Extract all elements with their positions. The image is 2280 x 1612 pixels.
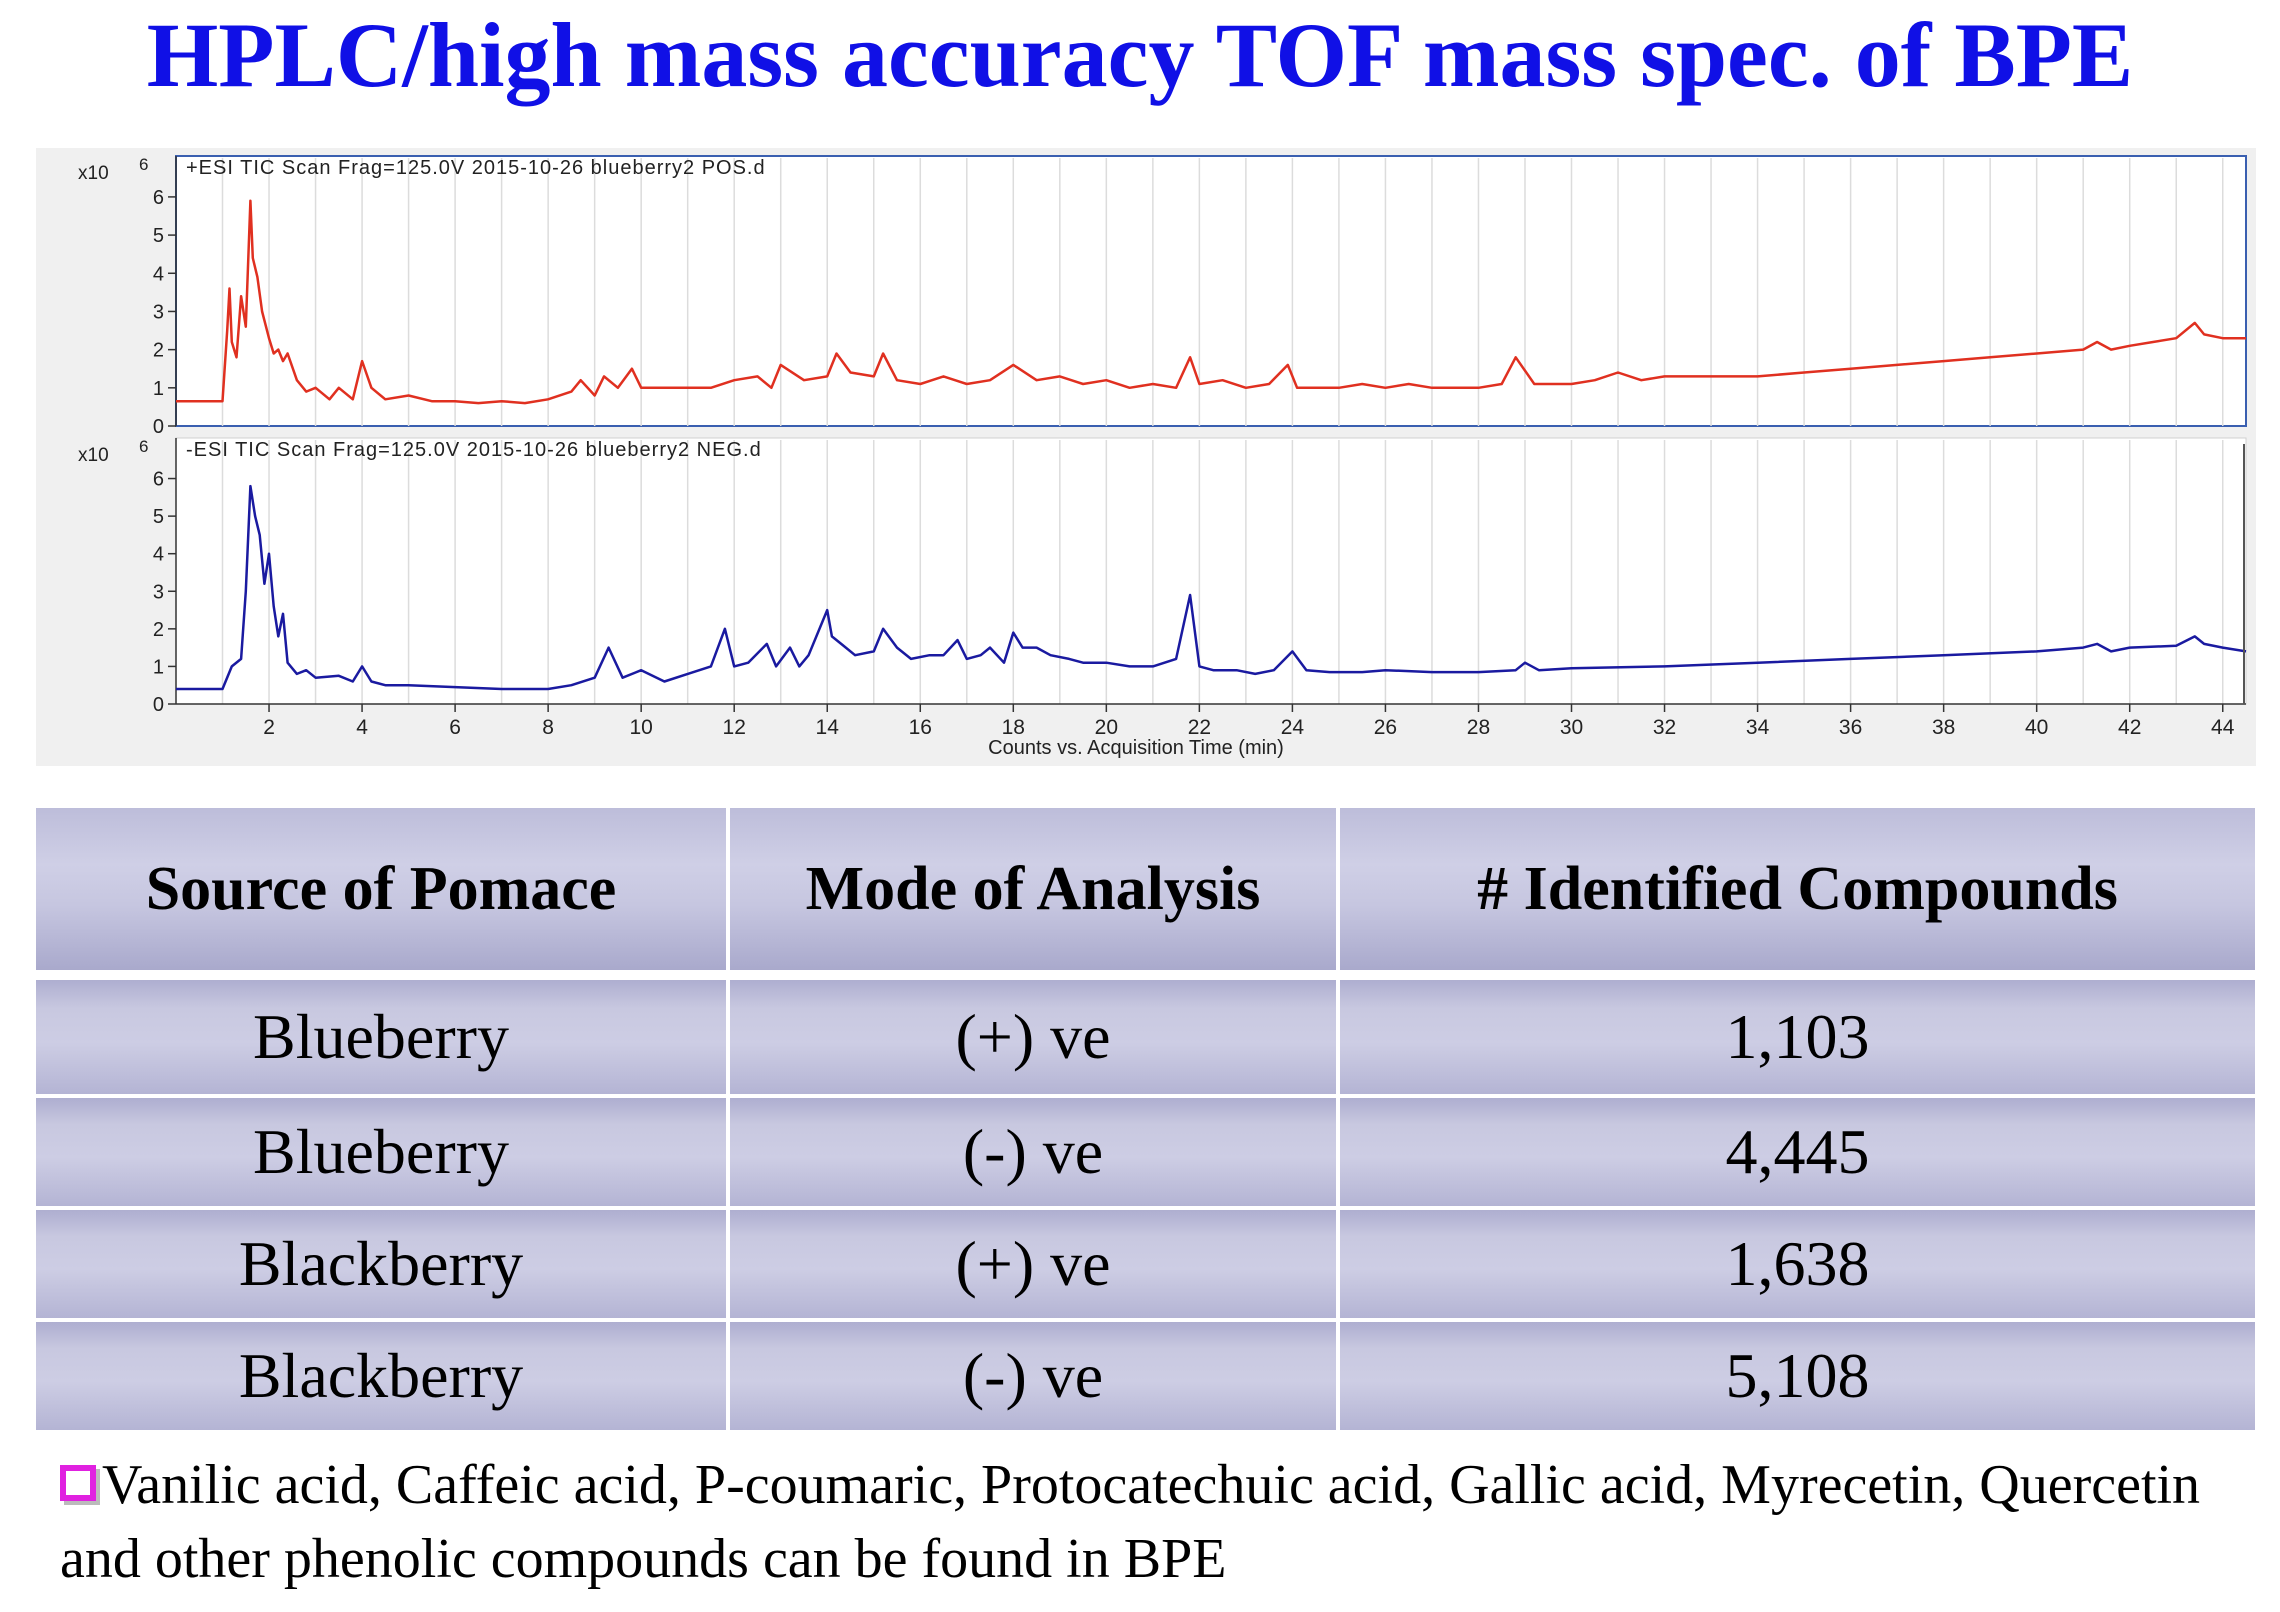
x-tick-label: 16 bbox=[909, 716, 932, 739]
x-tick-label: 42 bbox=[2118, 716, 2141, 739]
cell-source: Blackberry bbox=[36, 1206, 730, 1318]
cell-count: 4,445 bbox=[1340, 1094, 2255, 1206]
y-tick-label: 5 bbox=[153, 506, 164, 528]
x-tick-label: 2 bbox=[263, 716, 275, 739]
cell-count: 1,103 bbox=[1340, 970, 2255, 1094]
x-tick-label: 14 bbox=[816, 716, 840, 739]
y-scale-label: x10 bbox=[78, 163, 109, 184]
x-tick-label: 34 bbox=[1746, 716, 1770, 739]
trace-line bbox=[176, 199, 2246, 405]
header-mode: Mode of Analysis bbox=[730, 808, 1340, 970]
y-tick-label: 3 bbox=[153, 301, 164, 323]
cell-mode: (+) ve bbox=[730, 1206, 1340, 1318]
cell-count: 1,638 bbox=[1340, 1206, 2255, 1318]
plot-area bbox=[175, 437, 2247, 705]
trace-title: +ESI TIC Scan Frag=125.0V 2015-10-26 blu… bbox=[186, 157, 766, 179]
trace-line bbox=[176, 484, 2247, 691]
x-tick-label: 18 bbox=[1002, 716, 1025, 739]
y-tick-label: 5 bbox=[153, 225, 164, 247]
x-tick-label: 44 bbox=[2211, 716, 2235, 739]
cell-mode: (+) ve bbox=[730, 970, 1340, 1094]
compounds-table: Source of Pomace Mode of Analysis # Iden… bbox=[36, 808, 2255, 1430]
trace-title: -ESI TIC Scan Frag=125.0V 2015-10-26 blu… bbox=[186, 439, 762, 461]
x-tick-label: 40 bbox=[2025, 716, 2048, 739]
x-tick-label: 24 bbox=[1281, 716, 1305, 739]
table-row: Blueberry (-) ve 4,445 bbox=[36, 1094, 2255, 1206]
y-tick-label: 4 bbox=[153, 544, 164, 566]
header-count: # Identified Compounds bbox=[1340, 808, 2255, 970]
x-tick-label: 12 bbox=[723, 716, 746, 739]
page-title: HPLC/high mass accuracy TOF mass spec. o… bbox=[146, 4, 2134, 106]
table-header-row: Source of Pomace Mode of Analysis # Iden… bbox=[36, 808, 2255, 970]
note-text: Vanilic acid, Caffeic acid, P-coumaric, … bbox=[60, 1454, 2201, 1590]
y-scale-exponent: 6 bbox=[139, 437, 148, 456]
x-tick-label: 8 bbox=[542, 716, 554, 739]
x-tick-label: 32 bbox=[1653, 716, 1676, 739]
table-row: Blackberry (-) ve 5,108 bbox=[36, 1318, 2255, 1430]
x-tick-label: 4 bbox=[356, 716, 368, 739]
y-tick-label: 4 bbox=[153, 263, 164, 285]
y-tick-label: 0 bbox=[153, 416, 164, 438]
x-tick-label: 28 bbox=[1467, 716, 1490, 739]
x-tick-label: 26 bbox=[1374, 716, 1397, 739]
y-scale-label: x10 bbox=[78, 445, 109, 466]
plot-area bbox=[175, 155, 2247, 427]
cell-mode: (-) ve bbox=[730, 1318, 1340, 1430]
y-tick-label: 3 bbox=[153, 581, 164, 603]
checkbox-bullet-icon bbox=[60, 1465, 96, 1501]
findings-note: Vanilic acid, Caffeic acid, P-coumaric, … bbox=[60, 1448, 2260, 1596]
y-tick-label: 0 bbox=[153, 694, 164, 716]
y-tick-label: 1 bbox=[153, 656, 164, 678]
table-row: Blackberry (+) ve 1,638 bbox=[36, 1206, 2255, 1318]
cell-source: Blueberry bbox=[36, 1094, 730, 1206]
header-source: Source of Pomace bbox=[36, 808, 730, 970]
x-axis-label: Counts vs. Acquisition Time (min) bbox=[988, 737, 1284, 759]
y-tick-label: 2 bbox=[153, 619, 164, 641]
y-scale-exponent: 6 bbox=[139, 155, 148, 174]
x-tick-label: 36 bbox=[1839, 716, 1862, 739]
x-tick-label: 22 bbox=[1188, 716, 1211, 739]
x-tick-label: 38 bbox=[1932, 716, 1955, 739]
cell-mode: (-) ve bbox=[730, 1094, 1340, 1206]
chromatogram-panel: 0 1 2 3 4 5 6 x10 6 +ESI TIC Scan Frag=125.0V 201… bbox=[36, 148, 2256, 766]
y-tick-label: 1 bbox=[153, 378, 164, 400]
cell-source: Blackberry bbox=[36, 1318, 730, 1430]
y-tick-label: 6 bbox=[153, 187, 164, 209]
y-tick-label: 2 bbox=[153, 340, 164, 362]
table-row: Blueberry (+) ve 1,103 bbox=[36, 970, 2255, 1094]
x-tick-label: 10 bbox=[629, 716, 652, 739]
cell-count: 5,108 bbox=[1340, 1318, 2255, 1430]
x-tick-label: 20 bbox=[1095, 716, 1118, 739]
x-tick-label: 30 bbox=[1560, 716, 1583, 739]
cell-source: Blueberry bbox=[36, 970, 730, 1094]
y-tick-label: 6 bbox=[153, 469, 164, 491]
x-tick-label: 6 bbox=[449, 716, 461, 739]
